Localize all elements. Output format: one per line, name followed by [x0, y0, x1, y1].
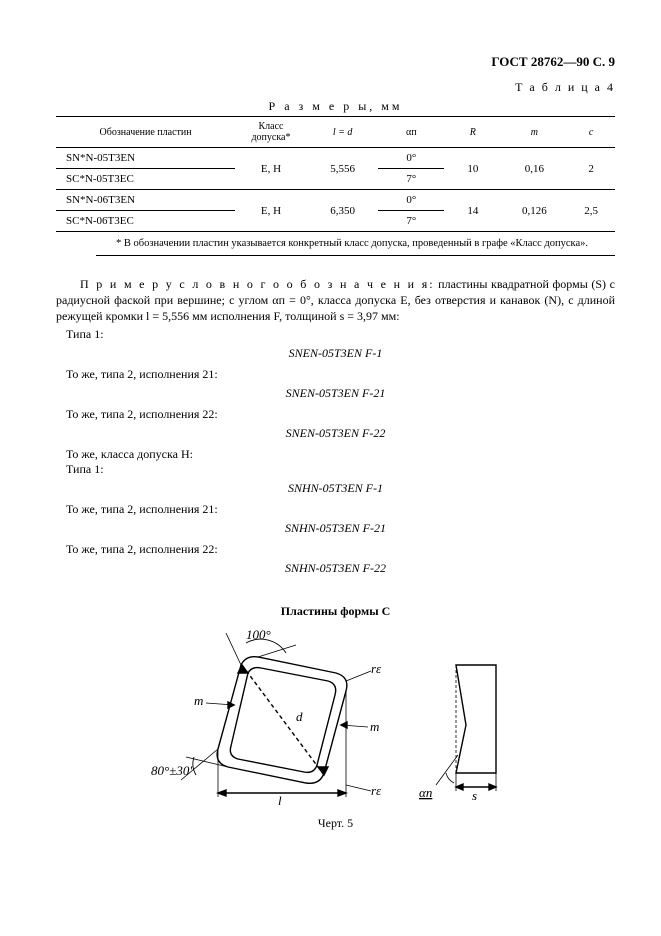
col-ld-text: l = d: [333, 127, 353, 138]
table-footnote: * В обозначении пластин указывается конк…: [96, 232, 615, 256]
col-R: R: [444, 117, 501, 148]
lbl-s: s: [472, 788, 477, 803]
examples-list: Типа 1: SNEN-05T3EN F-1 То же, типа 2, и…: [56, 327, 615, 576]
col-alpha: αп: [378, 117, 444, 148]
lbl-alpha: αп: [419, 785, 432, 800]
lbl-l: l: [278, 793, 282, 805]
ex-label: То же, типа 2, исполнения 21:: [56, 367, 286, 382]
cell-m: 0,16: [501, 148, 567, 190]
table-header-row: Обозначение пластин Класс допуска* l = d…: [56, 117, 615, 148]
ex-code: SNEN-05T3EN F-22: [56, 426, 615, 441]
cell-cls: E, H: [235, 190, 307, 232]
col-m: m: [501, 117, 567, 148]
col-des: Обозначение пластин: [56, 117, 235, 148]
lbl-angle100: 100°: [246, 627, 271, 642]
cell-c: 2,5: [567, 190, 615, 232]
table-label: Т а б л и ц а 4: [56, 80, 615, 95]
example-paragraph: П р и м е р у с л о в н о г о о б о з н …: [56, 276, 615, 325]
dimensions-table: Обозначение пластин Класс допуска* l = d…: [56, 116, 615, 232]
cell-alpha: 0°: [378, 190, 444, 211]
dimensions-title: Р а з м е р ы, мм: [56, 99, 615, 114]
ex-code: SNEN-05T3EN F-21: [56, 386, 615, 401]
col-R-text: R: [470, 127, 476, 138]
col-c-text: c: [589, 127, 593, 138]
table-row: SN*N-05T3EN E, H 5,556 0° 10 0,16 2: [56, 148, 615, 169]
page-header: ГОСТ 28762—90 С. 9: [56, 54, 615, 70]
cell-des: SN*N-05T3EN: [56, 148, 235, 169]
col-ld: l = d: [307, 117, 379, 148]
cell-alpha: 7°: [378, 211, 444, 232]
ex-label: Типа 1:: [56, 462, 286, 477]
col-cls: Класс допуска*: [235, 117, 307, 148]
cell-alpha: 0°: [378, 148, 444, 169]
col-c: c: [567, 117, 615, 148]
cell-c: 2: [567, 148, 615, 190]
ex-label: То же, типа 2, исполнения 22:: [56, 407, 286, 422]
cell-R: 10: [444, 148, 501, 190]
table-row: SN*N-06T3EN E, H 6,350 0° 14 0,126 2,5: [56, 190, 615, 211]
figure-caption: Черт. 5: [56, 816, 615, 831]
cell-ld: 6,350: [307, 190, 379, 232]
ex-label: То же, класса допуска H:: [56, 447, 286, 462]
cell-ld: 5,556: [307, 148, 379, 190]
cell-des: SC*N-06T3EC: [56, 211, 235, 232]
cell-cls: E, H: [235, 148, 307, 190]
lbl-m-left: m: [194, 693, 203, 708]
ex-code: SNEN-05T3EN F-1: [56, 346, 615, 361]
col-alpha-text: αп: [406, 127, 417, 138]
lbl-reps-top: rε: [371, 661, 382, 676]
ex-label: Типа 1:: [56, 327, 286, 342]
ex-label: То же, типа 2, исполнения 22:: [56, 542, 286, 557]
cell-m: 0,126: [501, 190, 567, 232]
para-lead: П р и м е р у с л о в н о г о о б о з н …: [80, 277, 435, 291]
lbl-m-right: m: [370, 719, 379, 734]
lbl-angle80: 80°±30': [151, 763, 192, 778]
ex-code: SNHN-05T3EN F-21: [56, 521, 615, 536]
figure-svg: 100° 80°±30' rε rε m m d l αп s: [146, 625, 526, 805]
cell-R: 14: [444, 190, 501, 232]
col-m-text: m: [531, 127, 538, 138]
ex-code: SNHN-05T3EN F-22: [56, 561, 615, 576]
lbl-d: d: [296, 709, 303, 724]
cell-des: SC*N-05T3EC: [56, 169, 235, 190]
lbl-reps-bot: rε: [371, 783, 382, 798]
figure-5: 100° 80°±30' rε rε m m d l αп s: [56, 625, 615, 810]
cell-des: SN*N-06T3EN: [56, 190, 235, 211]
ex-code: SNHN-05T3EN F-1: [56, 481, 615, 496]
section-title: Пластины формы С: [56, 604, 615, 619]
ex-label: То же, типа 2, исполнения 21:: [56, 502, 286, 517]
cell-alpha: 7°: [378, 169, 444, 190]
